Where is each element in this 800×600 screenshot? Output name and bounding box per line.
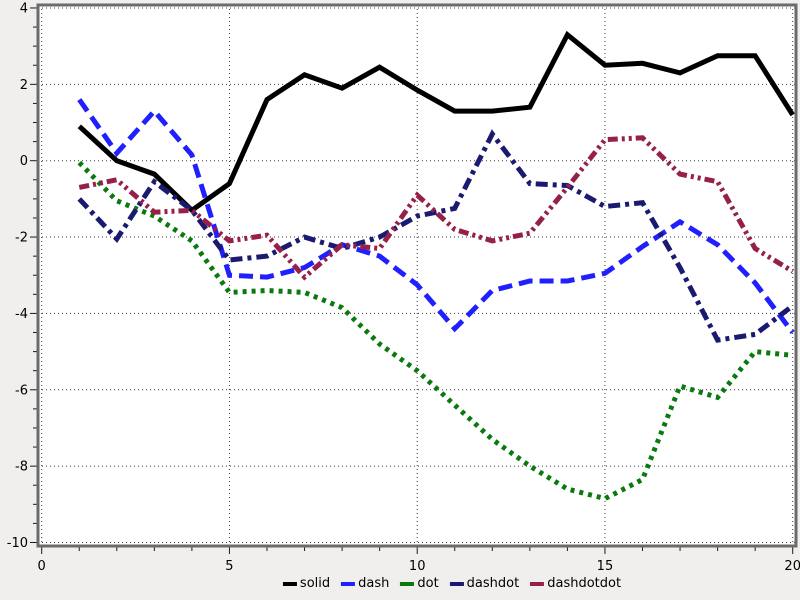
legend-swatch-dashdot bbox=[449, 582, 464, 586]
y-tick-label: -8 bbox=[15, 460, 28, 475]
legend-label-dot: dot bbox=[417, 576, 439, 591]
legend-label-dash: dash bbox=[358, 576, 390, 591]
legend-label-solid: solid bbox=[299, 576, 331, 591]
x-tick-label: 0 bbox=[38, 559, 46, 574]
y-tick-label: 4 bbox=[20, 1, 28, 16]
legend-swatch-solid bbox=[282, 582, 297, 586]
plot-frame bbox=[36, 3, 798, 548]
y-tick-label: -2 bbox=[15, 231, 28, 246]
legend-swatch-dashdotdot bbox=[530, 582, 545, 586]
legend-item-dashdotdot: dashdotdot bbox=[530, 577, 621, 591]
legend-label-dashdotdot: dashdotdot bbox=[547, 576, 622, 591]
series-line-dot bbox=[77, 160, 793, 502]
y-tick-label: -6 bbox=[15, 383, 28, 398]
axis-ticks bbox=[30, 7, 794, 554]
y-tick-label: 0 bbox=[20, 154, 28, 169]
plot-area bbox=[38, 5, 796, 546]
x-tick-label: 5 bbox=[225, 559, 233, 574]
chart-legend: solid dash dot dashdot dashdotdot bbox=[282, 576, 621, 591]
series-line-dashdot bbox=[77, 129, 795, 343]
x-tick-label: 20 bbox=[784, 559, 800, 574]
legend-item-dot: dot bbox=[400, 576, 439, 591]
series-group bbox=[77, 30, 795, 502]
x-tick-label: 10 bbox=[409, 559, 426, 574]
legend-item-dash: dash bbox=[341, 577, 389, 591]
legend-swatch-dot bbox=[400, 582, 415, 586]
x-tick-label: 15 bbox=[597, 559, 614, 574]
series-line-dash bbox=[77, 98, 795, 335]
axis-labels: 420-2-4-6-8-100 5 10 15 20 bbox=[7, 1, 800, 574]
y-tick-label: -4 bbox=[15, 307, 28, 322]
series-line-solid bbox=[77, 30, 795, 214]
y-tick-label: -10 bbox=[7, 536, 28, 551]
y-tick-label: 2 bbox=[20, 78, 28, 93]
legend-item-solid: solid bbox=[282, 576, 331, 591]
series-line-dashdotdot bbox=[78, 135, 795, 281]
legend-swatch-dash bbox=[341, 582, 356, 586]
legend-label-dashdot: dashdot bbox=[466, 576, 520, 591]
legend-item-dashdot: dashdot bbox=[449, 576, 520, 591]
